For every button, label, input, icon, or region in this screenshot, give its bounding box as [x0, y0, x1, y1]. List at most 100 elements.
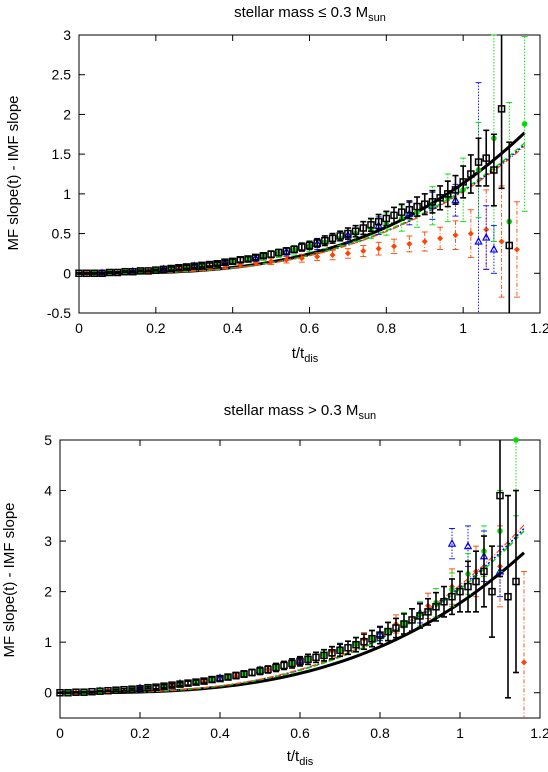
data-point [198, 261, 206, 270]
data-point [459, 178, 467, 186]
x-tick-label: 0 [56, 725, 64, 741]
data-point [129, 267, 137, 276]
data-point [224, 673, 232, 681]
data-series [75, 35, 514, 313]
y-tick-label: 5 [44, 432, 52, 448]
data-point [96, 687, 104, 695]
x-axis-label: t/tdis [287, 748, 314, 768]
data-point [184, 679, 192, 687]
data-point [176, 680, 184, 688]
data-point [421, 200, 429, 208]
data-point [320, 651, 328, 660]
data-point [75, 269, 83, 278]
y-tick-label: 2 [63, 106, 71, 122]
data-point [436, 194, 444, 202]
data-series [56, 440, 520, 699]
data-point [298, 255, 305, 262]
data-point [367, 221, 375, 229]
y-axis-label: MF slope(t) - IMF slope [5, 95, 22, 250]
data-point [424, 608, 432, 616]
data-point [144, 683, 152, 692]
data-point [351, 227, 360, 235]
data-point [264, 665, 272, 674]
data-point [521, 121, 528, 127]
data-point [240, 670, 248, 678]
data-point [374, 217, 383, 226]
panel-title: stellar mass > 0.3 Msun [224, 402, 376, 422]
data-point [375, 245, 382, 252]
y-tick-label: -0.5 [47, 305, 71, 321]
data-point [321, 236, 329, 245]
x-tick-label: 0.4 [223, 320, 243, 336]
data-point [232, 671, 240, 680]
data-point [205, 260, 214, 269]
data-point [488, 587, 496, 596]
data-point [448, 592, 456, 601]
data-point [312, 653, 320, 662]
data-point [464, 582, 472, 591]
data-point [490, 166, 498, 174]
data-point [168, 681, 176, 689]
data-point [416, 612, 424, 620]
data-point [344, 229, 352, 238]
data-point [344, 250, 351, 257]
data-point [382, 214, 391, 223]
data-point [216, 674, 224, 683]
data-point [182, 263, 191, 271]
data-point [314, 253, 321, 260]
data-point [290, 245, 298, 254]
y-tick-label: 4 [44, 483, 52, 499]
plot-data [75, 34, 528, 313]
data-point [136, 267, 145, 275]
data-point [120, 685, 128, 694]
data-point [474, 158, 483, 166]
data-point [391, 243, 398, 250]
data-point [305, 241, 314, 250]
data-point [80, 688, 88, 696]
data-point [236, 256, 245, 264]
data-point [467, 230, 474, 237]
data-point [496, 491, 504, 500]
data-point [136, 684, 144, 693]
y-tick-label: 0.5 [52, 226, 72, 242]
fit-curve [79, 142, 526, 275]
data-point [88, 687, 96, 696]
x-axis-label: t/tdis [292, 345, 319, 365]
fit-curve [60, 530, 525, 694]
data-point [451, 186, 460, 194]
x-tick-label: 0.4 [210, 725, 230, 741]
y-tick-label: 2.5 [52, 67, 72, 83]
data-point [483, 226, 490, 233]
data-point [152, 266, 160, 274]
y-tick-label: 0 [63, 265, 71, 281]
x-tick-label: 1.2 [530, 320, 548, 336]
x-tick-label: 0.6 [290, 725, 310, 741]
data-point [463, 541, 473, 550]
data-point [352, 640, 360, 649]
data-point [336, 232, 344, 240]
data-point [304, 655, 312, 664]
data-point [421, 238, 428, 245]
y-axis-label: MF slope(t) - IMF slope [1, 502, 18, 657]
data-point [329, 252, 336, 259]
data-point [105, 268, 114, 277]
data-point [328, 649, 336, 657]
data-point [405, 205, 414, 214]
data-point [505, 241, 514, 250]
data-point [213, 260, 222, 268]
data-point [208, 675, 216, 684]
plot-data [56, 437, 527, 718]
bottom-panel: stellar mass > 0.3 Msun 0 0.2 0.4 0.6 0.8 1 1.… [1, 402, 548, 768]
data-point [190, 262, 198, 270]
data-point [256, 667, 264, 675]
data-point [344, 643, 352, 652]
data-point [489, 244, 499, 253]
top-panel: stellar mass ≤ 0.3 Msun 0 0.2 0.4 0.6 0.8 1 1.… [5, 4, 548, 365]
x-tick-label: 0.8 [377, 320, 397, 336]
data-point [72, 688, 80, 696]
data-point [390, 211, 398, 220]
data-point [432, 603, 440, 611]
x-tick-label: 0.6 [300, 320, 320, 336]
data-point [392, 624, 400, 632]
